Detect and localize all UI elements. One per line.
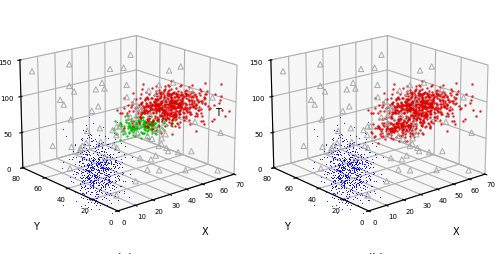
Y-axis label: Y: Y — [284, 221, 290, 231]
Y-axis label: Y: Y — [33, 221, 39, 231]
Text: (b): (b) — [368, 253, 384, 254]
X-axis label: X: X — [453, 227, 460, 237]
X-axis label: X: X — [202, 227, 208, 237]
Text: (a): (a) — [116, 253, 132, 254]
